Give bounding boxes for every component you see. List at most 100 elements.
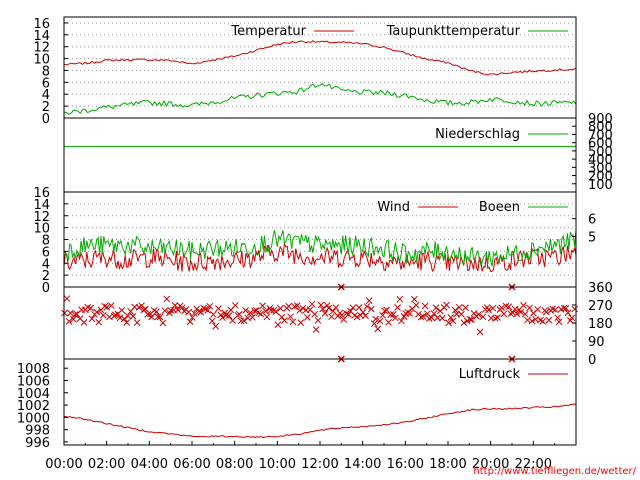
legend-label: Boeen: [479, 200, 520, 215]
wind-direction-point: [242, 307, 249, 314]
wind-direction-point: [555, 318, 563, 326]
wind-direction-point: [190, 310, 198, 317]
y-right-tick-label: 360: [588, 281, 613, 296]
y-tick-label: 16: [33, 186, 50, 201]
y-tick-label: 1008: [17, 362, 50, 377]
wind-direction-point: [537, 316, 544, 324]
wind-direction-point: [494, 314, 501, 321]
wind-direction-point: [365, 297, 373, 305]
x-tick-label: 00:00: [45, 457, 82, 472]
y-tick-label: 996: [25, 436, 50, 451]
y-tick-label: 0: [42, 112, 50, 127]
wind-direction-point: [167, 307, 175, 314]
y-tick-label: 2: [42, 100, 50, 115]
wind-direction-point: [396, 295, 404, 303]
y-right-tick-label: 700: [588, 128, 613, 143]
y-tick-label: 10: [33, 53, 50, 68]
wind-direction-point: [449, 317, 457, 325]
x-tick-label: 10:00: [259, 457, 296, 472]
wind-direction-point: [419, 313, 427, 320]
wind-direction-point: [103, 303, 111, 311]
wind-direction-point: [387, 311, 394, 318]
pressure-series: [63, 403, 577, 439]
wind-direction-point: [231, 302, 239, 309]
wind-direction-point: [229, 317, 236, 324]
wind-direction-point: [372, 315, 379, 323]
wind-direction-point: [466, 315, 474, 323]
wind-direction-point: [235, 310, 243, 318]
wind-direction-point: [204, 307, 212, 314]
wind-direction-point: [545, 316, 553, 324]
wind-direction-point: [451, 306, 459, 314]
wind-direction-point: [443, 301, 450, 309]
wind-direction-point: [277, 305, 284, 312]
y-right-tick-label: 800: [588, 120, 613, 135]
wind-direction-point: [87, 304, 95, 312]
wind-direction-point: [296, 307, 304, 314]
x-tick-label: 12:00: [301, 457, 338, 472]
wind-direction-point: [206, 302, 214, 310]
wind-direction-point: [489, 304, 497, 312]
wind-direction-point: [513, 310, 521, 318]
wind-direction-point: [528, 317, 536, 325]
wind-direction-point: [383, 306, 390, 314]
y-right-tick-label: 400: [588, 153, 613, 168]
wind-direction-point: [212, 322, 219, 330]
wind-direction-point: [297, 319, 305, 326]
wind-direction-point: [551, 306, 559, 314]
wind-direction-point: [274, 321, 282, 329]
wind-direction-point: [174, 306, 182, 314]
legend-label: Taupunkttemperatur: [386, 24, 521, 39]
wind-direction-point: [406, 310, 414, 317]
y-right-tick-label: 6: [588, 213, 596, 228]
wind-direction-point: [317, 301, 325, 309]
x-tick-label: 14:00: [344, 457, 381, 472]
wind-direction-point: [505, 303, 513, 311]
wind-direction-point: [554, 314, 562, 322]
wind-direction-point: [526, 304, 533, 312]
wind-direction-point: [430, 310, 438, 318]
wind-direction-point: [299, 304, 307, 312]
wind-direction-point: [438, 314, 446, 322]
wind-direction-point: [80, 319, 88, 326]
wind-direction-point: [123, 319, 131, 326]
wind-direction-point: [67, 309, 74, 317]
wind-direction-point: [385, 319, 392, 326]
wind-direction-point: [374, 325, 382, 333]
wind-direction-point: [159, 319, 167, 327]
wind-direction-point: [428, 314, 436, 321]
footer-url: http://www.tieffliegen.de/wetter/: [473, 466, 636, 477]
wind-direction-point: [411, 295, 418, 303]
wind-direction-point: [455, 303, 463, 311]
wind-direction-point: [156, 313, 164, 321]
wind-direction-point: [144, 311, 151, 318]
wind-direction-point: [219, 314, 226, 321]
wind-direction-point: [370, 320, 378, 327]
y-right-tick-label: 600: [588, 137, 613, 152]
legend-label: Temperatur: [230, 24, 306, 39]
x-tick-label: 08:00: [216, 457, 253, 472]
y-tick-label: 16: [33, 17, 50, 32]
wind-direction-point: [549, 305, 557, 313]
wind-direction-point: [338, 311, 346, 319]
y-tick-label: 6: [42, 245, 50, 260]
y-tick-label: 4: [42, 88, 50, 103]
wind-direction-point: [421, 302, 429, 310]
x-tick-label: 20:00: [472, 457, 509, 472]
wind-direction-point: [107, 302, 115, 309]
wind-direction-point: [293, 302, 301, 309]
wind-direction-point: [492, 315, 499, 322]
x-tick-label: 02:00: [88, 457, 125, 472]
y-tick-label: 1006: [17, 375, 50, 390]
wind-direction-point: [312, 326, 320, 333]
wind-direction-point: [325, 304, 333, 312]
wind-direction-point: [560, 304, 568, 312]
wind-direction-point: [367, 305, 375, 313]
wind-direction-point: [332, 304, 340, 311]
wind-direction-point: [475, 311, 482, 318]
wind-direction-point: [303, 314, 311, 321]
wind-direction-point: [185, 308, 192, 316]
wind-direction-point: [359, 309, 367, 316]
wind-direction-point: [311, 310, 318, 318]
